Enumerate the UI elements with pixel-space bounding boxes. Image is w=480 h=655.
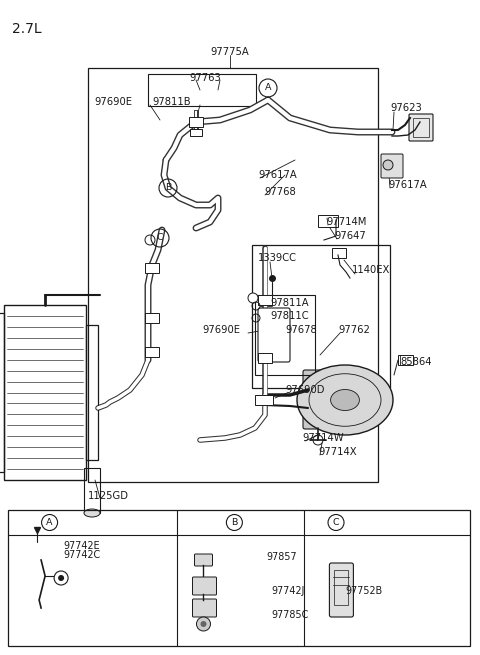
FancyBboxPatch shape [329, 563, 353, 617]
Bar [145, 263, 159, 273]
Bar [84, 468, 100, 513]
Text: 97617A: 97617A [258, 170, 297, 180]
Bar [398, 355, 413, 365]
Text: 97714M: 97714M [326, 217, 366, 227]
Text: 97742C: 97742C [63, 550, 101, 560]
FancyBboxPatch shape [194, 554, 213, 566]
Bar [145, 347, 159, 357]
FancyBboxPatch shape [303, 370, 357, 429]
Bar [145, 313, 159, 323]
Bar [332, 248, 346, 258]
Text: 1125GD: 1125GD [88, 491, 129, 501]
Bar [413, 118, 429, 137]
Text: 97690E: 97690E [94, 97, 132, 107]
Bar [255, 395, 273, 405]
Text: 97714X: 97714X [318, 447, 357, 457]
Text: B: B [231, 518, 238, 527]
Ellipse shape [297, 365, 393, 435]
Text: A: A [265, 83, 271, 92]
Text: 97785C: 97785C [271, 610, 309, 620]
Text: 2.7L: 2.7L [12, 22, 42, 36]
Text: 97742J: 97742J [271, 586, 305, 595]
Bar [8, 510, 470, 646]
FancyBboxPatch shape [192, 599, 216, 617]
Ellipse shape [84, 509, 100, 517]
Circle shape [196, 617, 211, 631]
Text: 97768: 97768 [264, 187, 296, 197]
Circle shape [58, 575, 64, 581]
Text: 97763: 97763 [189, 73, 221, 83]
Bar [4, 305, 86, 480]
Text: 85864: 85864 [400, 357, 432, 367]
Circle shape [383, 160, 393, 170]
Text: 97714W: 97714W [302, 433, 344, 443]
Bar [0, 313, 4, 472]
Text: 97811C: 97811C [270, 311, 309, 321]
Text: A: A [47, 518, 53, 527]
Text: 97690E: 97690E [202, 325, 240, 335]
Text: B: B [165, 183, 171, 193]
Bar [255, 295, 315, 375]
Text: 97762: 97762 [338, 325, 370, 335]
Text: 97752B: 97752B [345, 586, 383, 595]
FancyBboxPatch shape [409, 114, 433, 141]
Text: 97742E: 97742E [63, 541, 100, 551]
Text: 97775A: 97775A [211, 47, 250, 57]
FancyBboxPatch shape [192, 577, 216, 595]
Bar [190, 129, 202, 136]
Text: 1140EX: 1140EX [352, 265, 390, 275]
Text: 97811B: 97811B [152, 97, 191, 107]
Text: 97857: 97857 [267, 552, 297, 562]
Circle shape [201, 621, 206, 627]
Bar [148, 74, 256, 106]
Text: 1339CC: 1339CC [258, 253, 297, 263]
Circle shape [145, 235, 155, 245]
FancyBboxPatch shape [381, 154, 403, 178]
Text: C: C [333, 518, 339, 527]
Ellipse shape [331, 390, 360, 411]
FancyBboxPatch shape [258, 308, 290, 362]
Bar [189, 117, 203, 127]
Text: 97811A: 97811A [270, 298, 309, 308]
Text: 97678: 97678 [285, 325, 317, 335]
Text: 97617A: 97617A [388, 180, 427, 190]
Bar [88, 68, 378, 482]
Circle shape [248, 293, 258, 303]
Bar [258, 353, 272, 363]
Bar [318, 215, 338, 227]
Bar [252, 245, 390, 388]
Text: 97647: 97647 [334, 231, 366, 241]
Bar [86, 325, 98, 460]
Text: 97623: 97623 [390, 103, 422, 113]
Text: 97690D: 97690D [285, 385, 324, 395]
Bar [258, 295, 272, 305]
Text: C: C [156, 233, 163, 242]
